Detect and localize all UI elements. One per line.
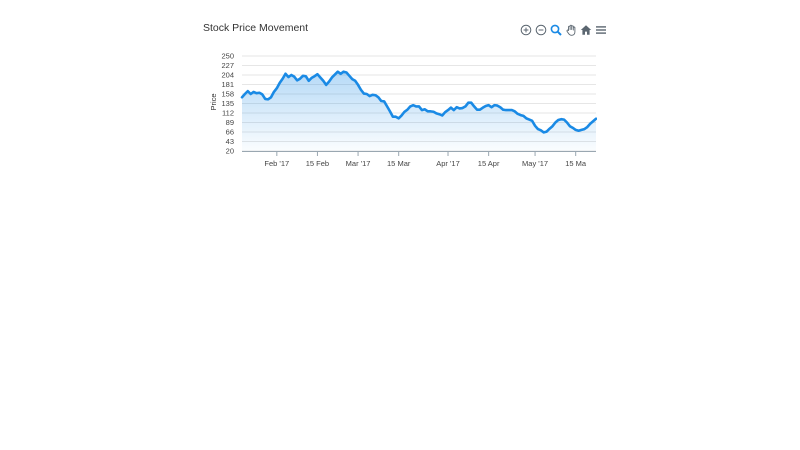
zoom-selection-icon[interactable] — [549, 24, 562, 37]
x-tick-label: May '17 — [522, 159, 548, 168]
y-tick-label: 112 — [222, 109, 234, 118]
chart-toolbar — [519, 23, 607, 37]
y-tick-label: 250 — [221, 52, 234, 61]
y-tick-label: 158 — [221, 90, 234, 99]
x-tick-label: 15 Feb — [306, 159, 329, 168]
y-axis-title: Price — [209, 93, 218, 110]
y-tick-label: 89 — [226, 118, 234, 127]
chart-title: Stock Price Movement — [203, 22, 309, 34]
x-tick-label: Feb '17 — [264, 159, 289, 168]
y-tick-label: 181 — [221, 80, 234, 89]
x-tick-label: Apr '17 — [436, 159, 460, 168]
x-tick-label: 15 Mar — [387, 159, 411, 168]
home-reset-icon[interactable] — [579, 24, 592, 37]
zoom-out-icon[interactable] — [534, 24, 547, 37]
zoom-in-icon[interactable] — [519, 24, 532, 37]
menu-icon[interactable] — [594, 24, 607, 37]
pan-hand-icon[interactable] — [564, 24, 577, 37]
x-tick-label: 15 Apr — [478, 159, 500, 168]
y-tick-label: 204 — [221, 71, 234, 80]
x-tick-label: Mar '17 — [346, 159, 371, 168]
series-area-fill — [242, 71, 596, 151]
x-tick-label: 15 Ma — [565, 159, 587, 168]
y-tick-label: 66 — [226, 128, 234, 137]
y-tick-label: 20 — [226, 147, 234, 156]
y-tick-label: 43 — [226, 137, 234, 146]
series-line — [240, 70, 597, 134]
y-tick-label: 135 — [221, 99, 234, 108]
y-tick-label: 227 — [221, 61, 234, 70]
